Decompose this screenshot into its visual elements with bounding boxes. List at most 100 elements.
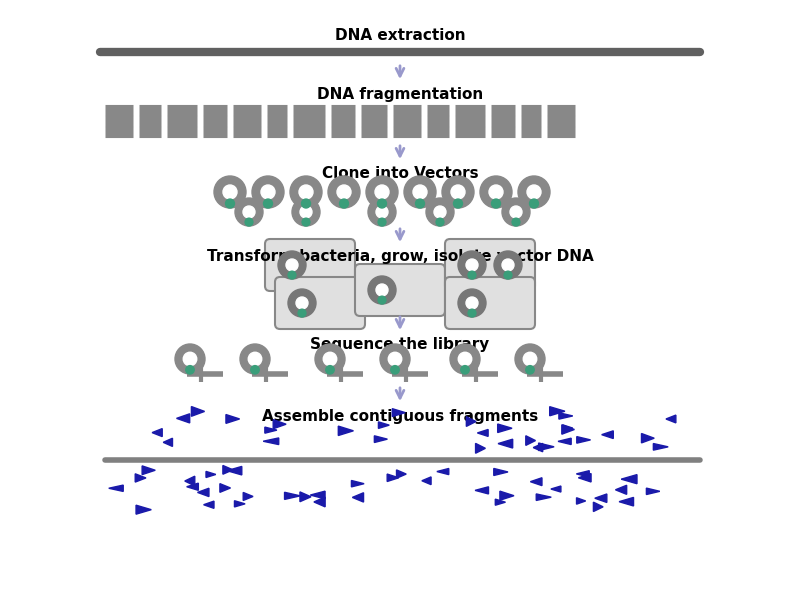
Polygon shape: [534, 443, 542, 452]
Circle shape: [502, 198, 530, 226]
Polygon shape: [397, 470, 406, 478]
Polygon shape: [500, 491, 514, 500]
Circle shape: [468, 309, 476, 317]
Circle shape: [454, 199, 462, 208]
Polygon shape: [374, 436, 387, 443]
Text: DNA fragmentation: DNA fragmentation: [317, 86, 483, 101]
Polygon shape: [378, 422, 390, 428]
Circle shape: [391, 365, 399, 374]
Polygon shape: [646, 488, 660, 494]
FancyBboxPatch shape: [275, 277, 365, 329]
Polygon shape: [422, 477, 431, 485]
Polygon shape: [615, 485, 626, 494]
Circle shape: [404, 176, 436, 208]
Text: Assemble contiguous fragments: Assemble contiguous fragments: [262, 409, 538, 424]
Circle shape: [366, 176, 398, 208]
Circle shape: [299, 185, 313, 199]
Polygon shape: [109, 485, 123, 491]
Polygon shape: [338, 426, 354, 436]
Polygon shape: [562, 425, 574, 434]
Polygon shape: [666, 415, 676, 423]
Polygon shape: [550, 407, 565, 416]
Text: Transform bacteria, grow, isolate vector DNA: Transform bacteria, grow, isolate vector…: [206, 250, 594, 265]
Polygon shape: [551, 486, 561, 492]
Circle shape: [251, 365, 259, 374]
Circle shape: [183, 352, 197, 366]
Circle shape: [450, 344, 480, 374]
Polygon shape: [654, 443, 668, 450]
Polygon shape: [437, 469, 449, 475]
Circle shape: [339, 199, 349, 208]
Polygon shape: [163, 438, 173, 446]
Circle shape: [491, 199, 501, 208]
Polygon shape: [351, 481, 364, 487]
Circle shape: [461, 365, 469, 374]
Circle shape: [458, 352, 472, 366]
Circle shape: [288, 271, 296, 279]
Circle shape: [436, 218, 444, 226]
Polygon shape: [226, 415, 240, 424]
Circle shape: [326, 365, 334, 374]
Polygon shape: [392, 409, 406, 416]
Text: DNA extraction: DNA extraction: [334, 28, 466, 43]
FancyBboxPatch shape: [445, 277, 535, 329]
Circle shape: [378, 199, 386, 208]
Polygon shape: [530, 478, 542, 485]
Circle shape: [527, 185, 541, 199]
Circle shape: [302, 199, 310, 208]
Circle shape: [526, 365, 534, 374]
Polygon shape: [220, 484, 230, 493]
Circle shape: [328, 176, 360, 208]
Circle shape: [302, 218, 310, 226]
Circle shape: [378, 218, 386, 226]
Circle shape: [298, 309, 306, 317]
Circle shape: [235, 198, 263, 226]
Polygon shape: [559, 413, 573, 419]
Polygon shape: [191, 407, 205, 416]
Polygon shape: [642, 434, 654, 443]
Circle shape: [413, 185, 427, 199]
Polygon shape: [577, 498, 586, 504]
Circle shape: [466, 259, 478, 271]
Polygon shape: [310, 491, 325, 499]
Circle shape: [286, 259, 298, 271]
Circle shape: [323, 352, 337, 366]
Circle shape: [296, 297, 308, 309]
Polygon shape: [475, 487, 489, 494]
Polygon shape: [300, 492, 311, 502]
Polygon shape: [494, 469, 508, 475]
Polygon shape: [265, 427, 277, 433]
Polygon shape: [152, 428, 162, 437]
Circle shape: [240, 344, 270, 374]
Polygon shape: [285, 492, 300, 499]
Polygon shape: [558, 438, 571, 445]
Circle shape: [426, 198, 454, 226]
Circle shape: [288, 289, 316, 317]
Circle shape: [515, 344, 545, 374]
Polygon shape: [223, 466, 233, 474]
Polygon shape: [135, 474, 146, 482]
Circle shape: [186, 365, 194, 374]
Circle shape: [261, 185, 275, 199]
Polygon shape: [576, 470, 590, 477]
Polygon shape: [498, 439, 513, 448]
Circle shape: [504, 271, 512, 279]
Circle shape: [315, 344, 345, 374]
Text: Sequence the library: Sequence the library: [310, 337, 490, 352]
Polygon shape: [466, 416, 476, 427]
FancyBboxPatch shape: [445, 239, 535, 291]
Circle shape: [278, 251, 306, 279]
Circle shape: [468, 271, 476, 279]
Polygon shape: [243, 493, 253, 500]
Polygon shape: [136, 505, 151, 514]
Circle shape: [415, 199, 425, 208]
Polygon shape: [563, 425, 573, 431]
Polygon shape: [595, 494, 607, 502]
Circle shape: [442, 176, 474, 208]
Circle shape: [523, 352, 537, 366]
Polygon shape: [206, 472, 216, 478]
Circle shape: [458, 289, 486, 317]
Circle shape: [223, 185, 237, 199]
Circle shape: [252, 176, 284, 208]
Circle shape: [380, 344, 410, 374]
